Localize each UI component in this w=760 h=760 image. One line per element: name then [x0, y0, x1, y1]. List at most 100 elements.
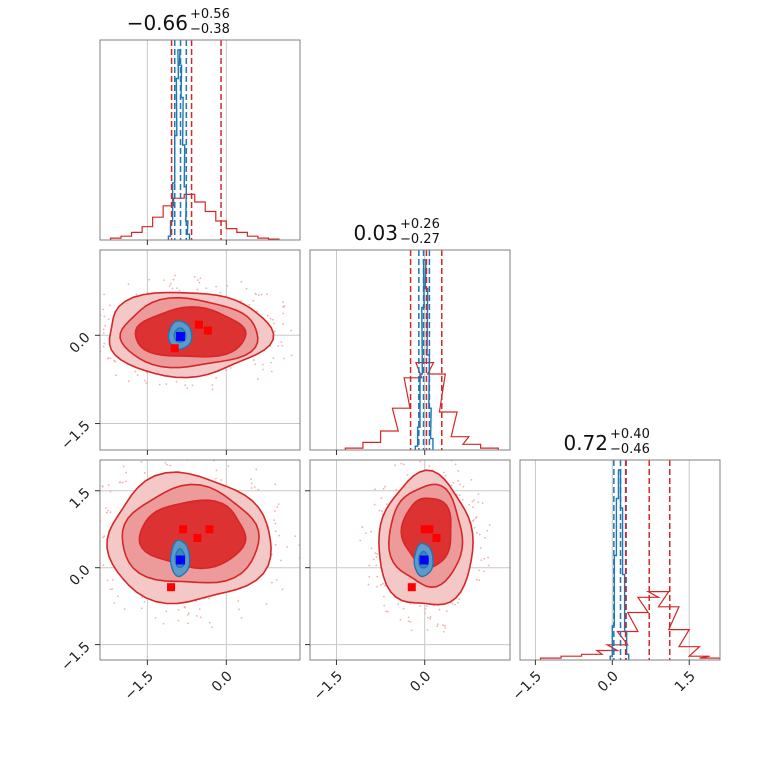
joint-2-ytick-label-0: −1.5: [58, 639, 93, 674]
joint-1-sample-97: [75, 320, 77, 322]
joint-2-sample-83: [275, 579, 278, 581]
joint-2-sample-116: [101, 536, 104, 539]
joint-2-sample-131: [238, 608, 241, 611]
joint-2-sample-41: [143, 601, 146, 603]
joint-3-sample-40: [370, 547, 373, 550]
joint-3-sample-138: [477, 501, 479, 504]
joint-3-sample-119: [380, 584, 382, 586]
joint-2-sample-17: [274, 510, 276, 512]
joint-3-sample-54: [385, 610, 388, 613]
joint-1-sample-2: [98, 316, 100, 318]
joint-3-sample-64: [486, 529, 489, 532]
marginal-panel-2: [335, 250, 499, 450]
joint-2-sample-126: [237, 599, 240, 602]
joint-3-sample-16: [483, 557, 486, 560]
joint-2-sample-84: [273, 519, 275, 522]
joint-2-sample-125: [253, 486, 256, 488]
joint-2-sample-66: [107, 484, 110, 486]
joint-1-sample-14: [102, 308, 104, 311]
marginal-1-title-minus: −0.38: [190, 22, 230, 37]
joint-1-sample-11: [290, 354, 293, 357]
joint-2-sample-18: [97, 565, 99, 567]
joint-2-sample-95: [121, 481, 124, 484]
joint-2-frame: [99, 459, 301, 661]
joint-2-sample-0: [278, 534, 281, 537]
joint-3-sample-96: [368, 564, 371, 567]
joint-2-red-marker-0: [179, 525, 188, 534]
joint-3-sample-108: [426, 616, 429, 619]
joint-3-sample-28: [372, 558, 375, 561]
joint-1-sample-49: [107, 357, 109, 360]
joint-2-sample-134: [140, 607, 143, 610]
joint-3-sample-58: [473, 526, 476, 529]
joint-1-sample-84: [77, 317, 79, 319]
joint-1-sample-5: [163, 279, 166, 282]
marginal-1-title-plus: +0.56: [190, 7, 230, 22]
joint-3-sample-9: [473, 499, 475, 502]
joint-2-sample-127: [174, 455, 176, 457]
joint-3-sample-0: [376, 552, 379, 555]
joint-1-red-marker-0: [194, 320, 203, 329]
joint-3-red-marker-3: [407, 583, 416, 592]
joint-3-sample-18: [368, 575, 371, 578]
joint-1-sample-115: [282, 312, 284, 315]
joint-panel-3: [310, 460, 510, 660]
joint-2-sample-14: [215, 477, 217, 480]
joint-2-sample-128: [105, 507, 107, 509]
joint-2-sample-122: [106, 579, 109, 582]
joint-3-sample-25: [450, 484, 453, 487]
joint-1-blue-marker: [176, 331, 186, 341]
marginal-panel-1: [109, 40, 280, 240]
marginal-2-red-histogram: [344, 362, 499, 450]
joint-1-sample-102: [277, 344, 280, 347]
joint-3-sample-14: [487, 556, 490, 559]
joint-3-sample-68: [406, 473, 409, 476]
joint-1-sample-92: [134, 370, 137, 373]
joint-1-sample-50: [260, 293, 263, 296]
joint-2-red-marker-3: [167, 583, 176, 592]
joint-1-sample-83: [270, 361, 272, 364]
joint-1-sample-73: [176, 287, 178, 289]
joint-1-sample-134: [272, 357, 275, 360]
joint-3-sample-12: [407, 616, 410, 619]
joint-panel-1: [75, 250, 300, 450]
joint-2-ytick-label-2: 1.5: [67, 485, 94, 512]
joint-1-sample-120: [257, 294, 260, 297]
joint-3-sample-34: [419, 460, 422, 463]
joint-3-sample-69: [488, 524, 491, 526]
joint-2-sample-129: [177, 608, 180, 611]
joint-1-sample-82: [136, 374, 139, 376]
joint-1-red-marker-2: [170, 344, 179, 353]
joint-2-sample-121: [77, 560, 79, 562]
joint-1-sample-112: [102, 328, 105, 331]
joint-1-ytick-label-0: −1.5: [58, 418, 93, 453]
joint-3-sample-132: [374, 488, 377, 491]
joint-3-sample-120: [382, 582, 384, 585]
joint-2-sample-31: [211, 626, 213, 629]
joint-2-sample-54: [123, 608, 126, 611]
joint-1-sample-22: [193, 275, 196, 278]
joint-2-sample-117: [274, 483, 277, 486]
joint-1-sample-16: [240, 280, 243, 283]
joint-1-sample-126: [270, 370, 273, 373]
marginal-panel-3: [534, 460, 720, 660]
joint-1-sample-55: [199, 277, 202, 280]
joint-2-blue-marker: [176, 555, 186, 565]
marginal-1-frame: [99, 39, 301, 241]
joint-1-sample-29: [143, 379, 146, 382]
joint-2-xtick-label-1: 0.0: [209, 668, 236, 695]
joint-3-sample-82: [429, 617, 432, 620]
joint-2-sample-68: [101, 485, 104, 487]
joint-1-sample-124: [175, 380, 178, 383]
joint-2-sample-135: [77, 533, 79, 535]
joint-1-sample-85: [254, 363, 256, 366]
joint-1-sample-131: [90, 363, 92, 365]
joint-3-sample-106: [470, 478, 473, 481]
joint-3-sample-47: [475, 578, 478, 581]
joint-1-sample-137: [255, 293, 257, 296]
joint-2-sample-43: [274, 543, 277, 546]
joint-2-sample-65: [250, 487, 253, 489]
joint-2-sample-133: [113, 602, 116, 604]
joint-3-sample-115: [370, 530, 373, 533]
joint-3-sample-6: [367, 583, 370, 586]
